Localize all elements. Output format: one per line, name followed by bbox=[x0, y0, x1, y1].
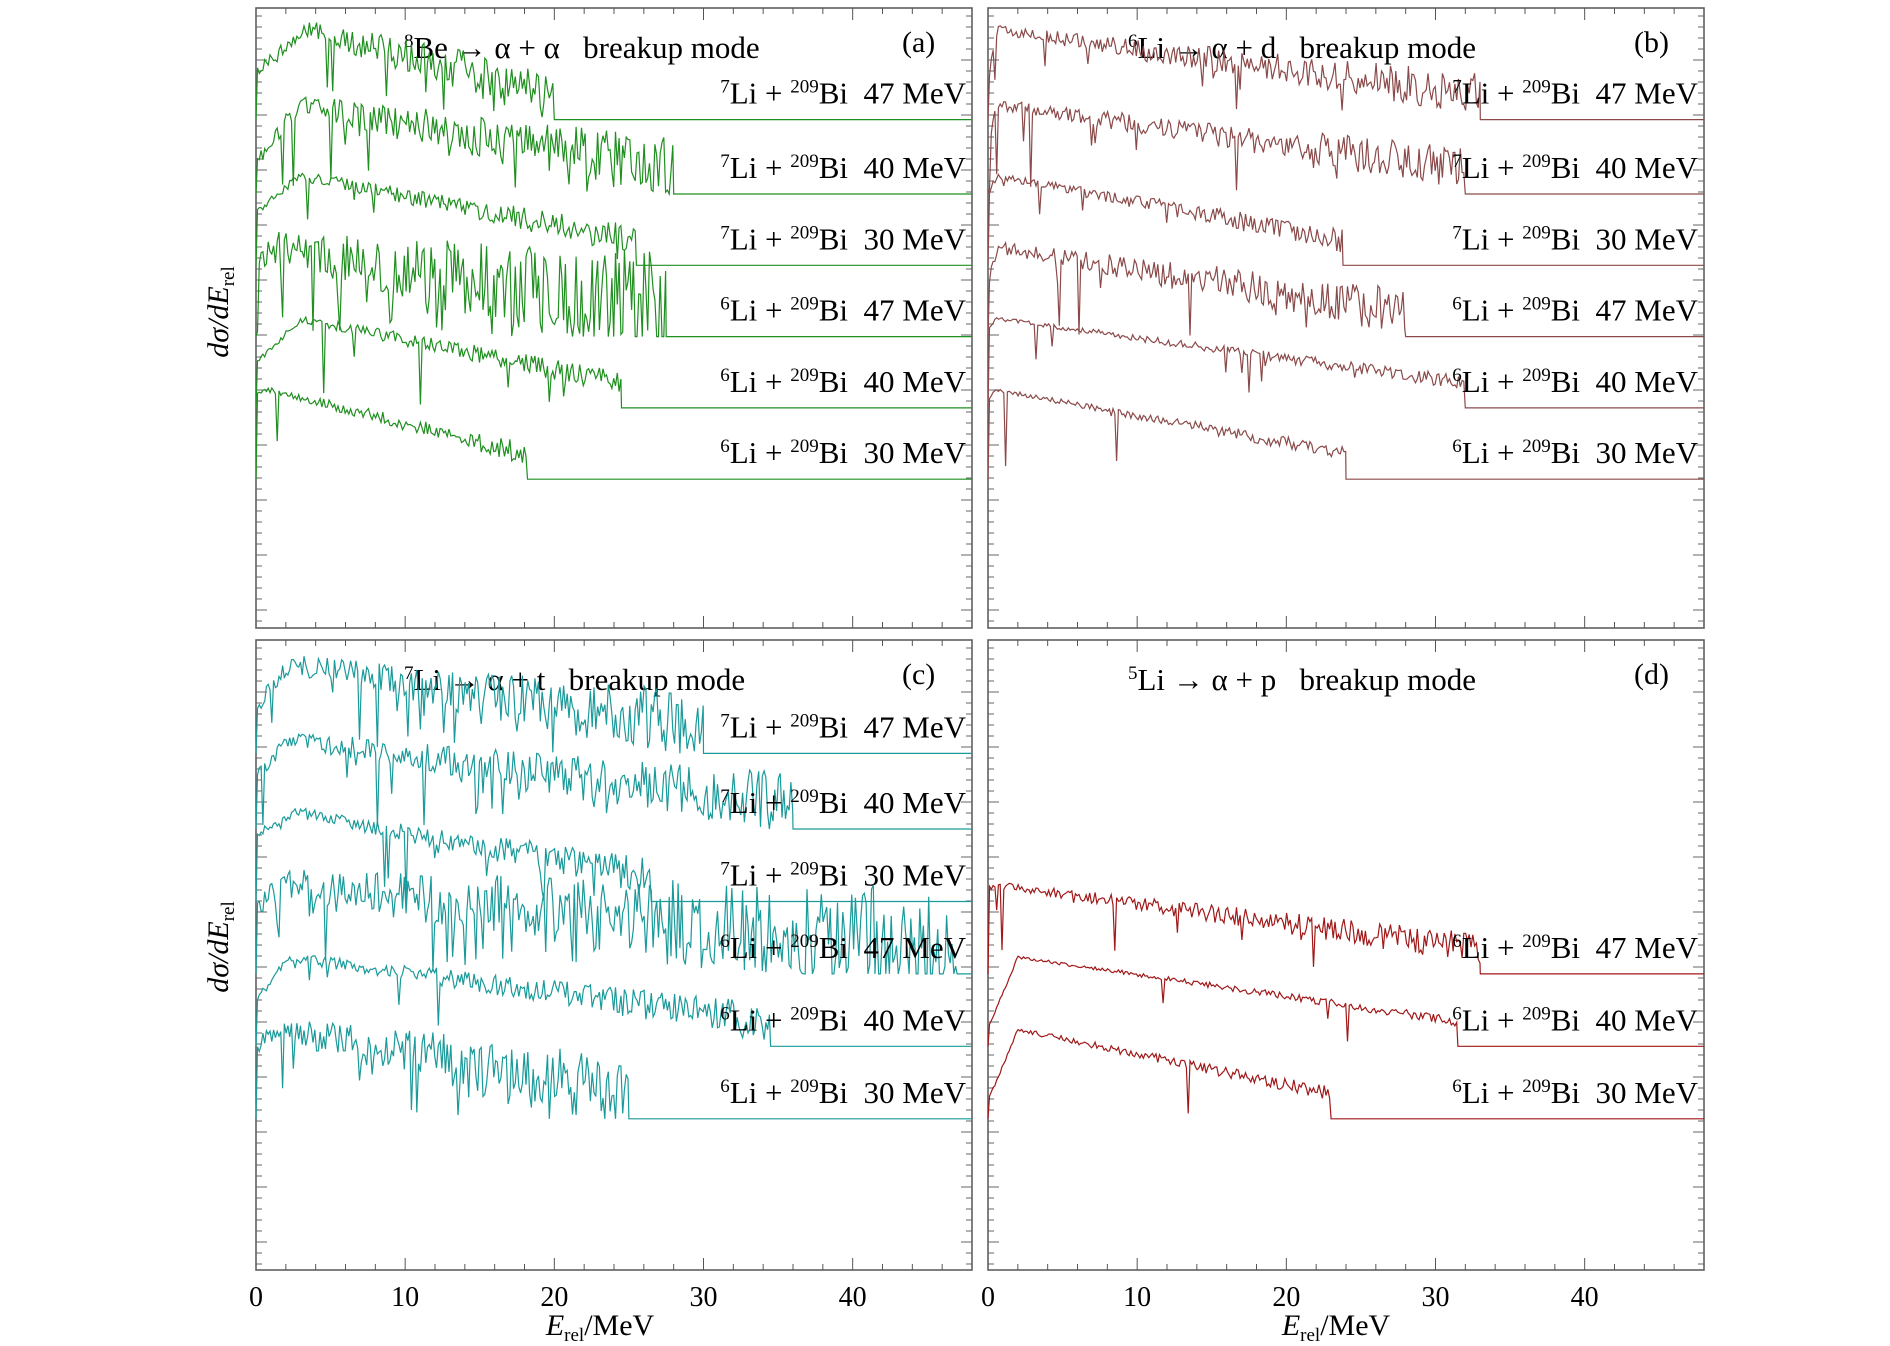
series-line bbox=[255, 231, 972, 338]
series-line bbox=[987, 955, 1704, 1047]
series-line bbox=[255, 96, 972, 197]
y-minor-ticks bbox=[988, 647, 1704, 1265]
series-label: 6Li + 209Bi 30 MeV bbox=[720, 435, 966, 470]
x-tick-label: 40 bbox=[1571, 1282, 1599, 1313]
x-tick-label: 40 bbox=[839, 1282, 867, 1313]
series-label: 7Li + 209Bi 47 MeV bbox=[720, 709, 966, 744]
x-tick-label: 10 bbox=[1123, 1282, 1151, 1313]
series-line bbox=[255, 172, 972, 266]
series-label: 6Li + 209Bi 40 MeV bbox=[1452, 364, 1698, 399]
series-label: 6Li + 209Bi 40 MeV bbox=[1452, 1002, 1698, 1037]
panel-letter: (d) bbox=[1634, 658, 1669, 691]
series-line bbox=[255, 656, 972, 754]
series-line bbox=[987, 1028, 1704, 1120]
series-line bbox=[255, 1021, 972, 1120]
panels-group: (a) 8Be → α + α breakup mode 7Li + 209Bi 4… bbox=[249, 7, 1705, 1313]
series-label: 7Li + 209Bi 30 MeV bbox=[720, 857, 966, 892]
series-label: 6Li + 209Bi 47 MeV bbox=[720, 293, 966, 328]
panel-title: 8Be → α + α breakup mode bbox=[404, 30, 760, 65]
series-line bbox=[255, 22, 972, 121]
series-label: 7Li + 209Bi 40 MeV bbox=[720, 785, 966, 820]
x-tick-label: 0 bbox=[249, 1282, 263, 1313]
series-line bbox=[255, 386, 972, 480]
x-tick-label: 0 bbox=[981, 1282, 995, 1313]
x-tick-label: 10 bbox=[391, 1282, 419, 1313]
panel-title: 5Li → α + p breakup mode bbox=[1128, 662, 1476, 697]
panel-c: 0 10 20 30 40 (c) 7Li → α + t breakup mode 7Li … bbox=[249, 639, 973, 1313]
panel-letter: (c) bbox=[902, 658, 935, 691]
series-label: 7Li + 209Bi 40 MeV bbox=[1452, 150, 1698, 185]
x-tick-label: 20 bbox=[540, 1282, 568, 1313]
y-minor-ticks bbox=[988, 15, 1704, 622]
panel-a: (a) 8Be → α + α breakup mode 7Li + 209Bi 4… bbox=[255, 7, 973, 629]
y-minor-ticks bbox=[256, 15, 972, 622]
series-line bbox=[987, 240, 1704, 338]
series-label: 7Li + 209Bi 47 MeV bbox=[1452, 76, 1698, 111]
x-tick-label: 30 bbox=[1422, 1282, 1450, 1313]
xlabel-left: Erel/MeV bbox=[545, 1309, 655, 1346]
series-line bbox=[255, 733, 972, 830]
series-label: 7Li + 209Bi 30 MeV bbox=[1452, 221, 1698, 256]
series-line bbox=[987, 316, 1704, 409]
y-minor-ticks bbox=[256, 647, 972, 1265]
series-label: 6Li + 209Bi 40 MeV bbox=[720, 364, 966, 399]
series-line bbox=[255, 807, 972, 903]
series-line bbox=[987, 101, 1704, 195]
series-label: 7Li + 209Bi 47 MeV bbox=[720, 76, 966, 111]
series-line bbox=[987, 882, 1704, 975]
panel-title: 7Li → α + t breakup mode bbox=[404, 662, 745, 697]
svg-text:dσ/dErel: dσ/dErel bbox=[202, 901, 239, 993]
series-label: 6Li + 209Bi 30 MeV bbox=[720, 1075, 966, 1110]
series-label: 6Li + 209Bi 30 MeV bbox=[1452, 435, 1698, 470]
series-label: 6Li + 209Bi 47 MeV bbox=[720, 930, 966, 965]
series-label: 6Li + 209Bi 40 MeV bbox=[720, 1002, 966, 1037]
svg-text:dσ/dErel: dσ/dErel bbox=[202, 266, 239, 358]
ylabel-bottom: dσ/dErel bbox=[202, 901, 239, 993]
xlabel-right: Erel/MeV bbox=[1281, 1309, 1391, 1346]
series-line bbox=[987, 25, 1704, 121]
panel-letter: (a) bbox=[902, 26, 935, 59]
series-label: 7Li + 209Bi 40 MeV bbox=[720, 150, 966, 185]
panel-letter: (b) bbox=[1634, 26, 1669, 59]
series-label: 6Li + 209Bi 47 MeV bbox=[1452, 930, 1698, 965]
x-tick-label: 20 bbox=[1272, 1282, 1300, 1313]
ylabel-top: dσ/dErel bbox=[202, 266, 239, 358]
series-label: 6Li + 209Bi 47 MeV bbox=[1452, 293, 1698, 328]
series-line bbox=[255, 954, 972, 1047]
x-tick-label: 30 bbox=[690, 1282, 718, 1313]
series-line bbox=[987, 173, 1704, 266]
series-line bbox=[987, 388, 1704, 480]
panel-d: 0 10 20 30 40 (d) 5Li → α + p breakup mode 6Li … bbox=[981, 639, 1705, 1313]
series-label: 7Li + 209Bi 30 MeV bbox=[720, 221, 966, 256]
series-label: 6Li + 209Bi 30 MeV bbox=[1452, 1075, 1698, 1110]
series-line bbox=[255, 869, 972, 975]
series-line bbox=[255, 315, 972, 409]
